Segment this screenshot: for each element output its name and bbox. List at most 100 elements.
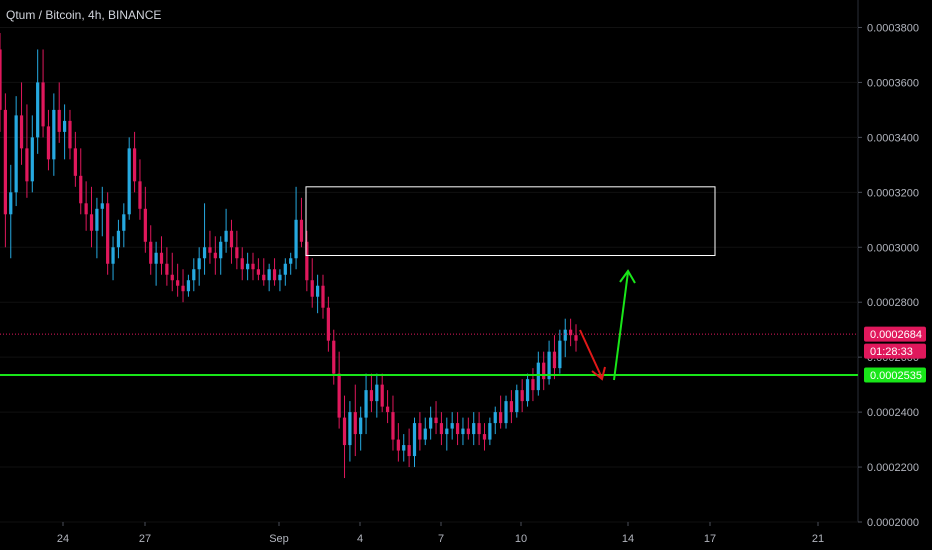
candle-body (19, 115, 24, 149)
candle-body (235, 247, 239, 259)
y-tick-label: 0.0003800 (867, 22, 919, 34)
candle-body (100, 203, 104, 209)
candle-body (41, 82, 45, 127)
candle-body (332, 340, 336, 374)
candle-body (310, 280, 314, 297)
candle-body (434, 417, 438, 424)
candle-body (337, 373, 341, 418)
candle-body (289, 258, 293, 264)
candle-body (165, 263, 169, 275)
candle-body (391, 412, 395, 440)
time-axis[interactable]: 24 27 Sep 4 7 10 14 17 21 (57, 522, 824, 545)
candle-body (36, 82, 40, 138)
candle-body (504, 401, 508, 424)
candle-body (3, 109, 7, 215)
candle-body (353, 412, 357, 435)
price-badges: 0.0002684 01:28:33 0.0002535 (864, 326, 926, 383)
candle-body (186, 280, 191, 292)
y-tick-label: 0.0003400 (867, 132, 919, 144)
x-tick-label: 10 (515, 533, 527, 545)
candle-body (385, 406, 390, 413)
up-arrow-line[interactable] (613, 271, 629, 381)
candle-body (402, 445, 406, 451)
candle-body (359, 417, 363, 435)
candle-body (477, 423, 481, 435)
candle-body (0, 49, 2, 110)
up-arrow-head (619, 269, 636, 284)
candles-group (0, 32, 578, 479)
candle-body (423, 428, 427, 440)
candle-body (558, 340, 562, 369)
candle-body (84, 203, 88, 215)
chart-title: Qtum / Bitcoin, 4h, BINANCE (6, 8, 162, 22)
candle-body (321, 285, 325, 308)
y-tick-label: 0.0003200 (867, 187, 919, 199)
candle-body (278, 274, 282, 281)
candle-body (122, 214, 126, 231)
candle-body (62, 120, 67, 132)
y-tick-label: 0.0002400 (867, 407, 919, 419)
candle-body (246, 263, 250, 270)
candle-body (251, 263, 255, 270)
last-price-badge: 0.0002684 (864, 326, 926, 342)
candle-body (213, 252, 217, 259)
candle-body (111, 247, 115, 264)
candle-body (256, 269, 261, 275)
candle-body (536, 362, 540, 391)
candle-body (439, 423, 444, 435)
candle-body (181, 285, 185, 292)
countdown-badge: 01:28:33 (864, 343, 926, 359)
candle-body (149, 241, 153, 264)
candle-body (299, 219, 304, 242)
candle-body (294, 219, 298, 259)
y-tick-label: 0.0003000 (867, 242, 919, 254)
countdown-badge-text: 01:28:33 (870, 346, 913, 358)
candle-body (176, 280, 180, 286)
candle-body (380, 384, 384, 407)
candle-body (547, 351, 551, 380)
candle-body (202, 247, 207, 259)
candle-body (375, 384, 379, 402)
candle-body (159, 252, 164, 264)
support-badge: 0.0002535 (864, 367, 926, 383)
candle-body (407, 445, 411, 457)
candle-body (369, 390, 374, 402)
candle-body (482, 434, 487, 440)
candle-body (552, 351, 557, 369)
x-tick-label: 14 (622, 533, 634, 545)
down-arrow-line[interactable] (579, 329, 603, 379)
candle-body (418, 423, 422, 440)
candle-body (208, 247, 212, 253)
price-axis[interactable]: 0.00020000.00022000.00024000.00026000.00… (858, 22, 919, 529)
candle-body (509, 401, 514, 413)
candle-body (57, 109, 61, 132)
candle-body (493, 412, 497, 424)
candle-body (154, 252, 158, 264)
candle-body (132, 148, 137, 182)
candle-body (455, 423, 460, 435)
candle-body (326, 307, 330, 341)
resistance-zone-rect[interactable] (305, 186, 716, 257)
candle-body (192, 269, 196, 281)
candle-body (46, 126, 51, 160)
y-tick-label: 0.0002200 (867, 462, 919, 474)
candle-body (412, 423, 417, 457)
last-price-badge-text: 0.0002684 (870, 329, 922, 341)
candle-body (262, 274, 266, 281)
candle-body (25, 148, 29, 182)
candle-body (520, 390, 524, 402)
candle-body (127, 148, 131, 215)
x-tick-label: 7 (438, 533, 444, 545)
candle-body (305, 241, 309, 281)
candle-body (229, 230, 234, 248)
candle-body (315, 285, 320, 297)
annotations (0, 186, 858, 381)
candle-body (348, 412, 352, 446)
candle-body (515, 390, 519, 413)
x-tick-label: 21 (812, 533, 824, 545)
y-tick-label: 0.0003600 (867, 77, 919, 89)
candle-body (240, 258, 244, 270)
candle-body (267, 269, 271, 281)
candle-body (68, 120, 72, 149)
